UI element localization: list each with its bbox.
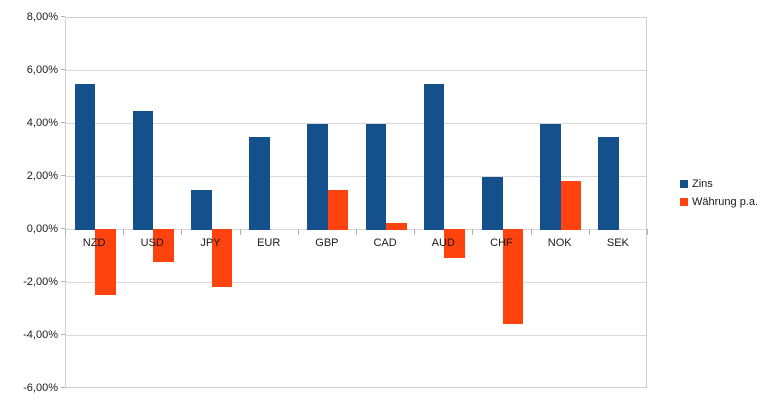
legend: Zins Währung p.a. (680, 177, 758, 213)
bar-waehrung-AUD (444, 229, 465, 259)
x-category-label: JPY (200, 237, 221, 249)
legend-label-zins: Zins (692, 178, 713, 190)
x-tick (298, 229, 299, 235)
y-tick-label: -4,00% (23, 329, 58, 341)
bar-zins-CAD (365, 124, 387, 230)
x-category-label: AUD (431, 237, 455, 249)
y-tick (61, 122, 65, 123)
bar-zins-JPY (191, 190, 212, 230)
x-tick (531, 229, 532, 235)
bar-waehrung-CAD (386, 223, 407, 230)
x-tick (472, 229, 473, 235)
y-tick (61, 281, 65, 282)
bar-zins-SEK (598, 137, 619, 230)
y-tick-label: 0,00% (26, 223, 58, 235)
x-tick (181, 229, 182, 235)
legend-swatch-waehrung (680, 198, 688, 206)
x-tick (65, 229, 66, 235)
bar-waehrung-NZD (95, 229, 116, 296)
x-category-label: USD (140, 237, 164, 249)
y-tick (61, 69, 65, 70)
bar-waehrung-USD (153, 229, 174, 263)
bar-zins-NZD (74, 84, 96, 230)
y-tick-label: 6,00% (26, 64, 58, 76)
bar-waehrung-CHF (502, 229, 523, 325)
y-tick (61, 175, 65, 176)
x-tick (356, 229, 357, 235)
x-category-label: CHF (490, 237, 513, 249)
x-tick (240, 229, 241, 235)
gridline (66, 282, 646, 283)
x-tick (414, 229, 415, 235)
bar-zins-NOK (540, 124, 561, 230)
legend-label-waehrung: Währung p.a. (692, 196, 759, 208)
y-tick-label: -6,00% (23, 382, 58, 394)
x-category-label: SEK (606, 237, 629, 249)
y-tick-label: 2,00% (26, 170, 58, 182)
x-tick (589, 229, 590, 235)
bar-waehrung-NOK (560, 180, 582, 230)
x-tick (647, 229, 648, 235)
y-tick (61, 16, 65, 17)
bar-zins-USD (132, 110, 154, 230)
y-tick (61, 334, 65, 335)
bar-waehrung-JPY (211, 229, 232, 288)
bar-waehrung-GBP (327, 190, 349, 230)
x-category-label: CAD (373, 237, 397, 249)
gridline (66, 70, 646, 71)
bar-zins-AUD (423, 84, 445, 230)
x-category-label: GBP (315, 237, 339, 249)
y-tick (61, 228, 65, 229)
y-tick-label: 8,00% (26, 11, 58, 23)
gridline (66, 335, 646, 336)
legend-swatch-zins (680, 180, 688, 188)
legend-item-waehrung: Währung p.a. (680, 195, 758, 209)
y-tick-label: -2,00% (23, 276, 58, 288)
legend-item-zins: Zins (680, 177, 758, 191)
x-tick (123, 229, 124, 235)
y-tick (61, 387, 65, 388)
gridline (66, 123, 646, 124)
bar-zins-EUR (249, 137, 270, 230)
gridline (66, 176, 646, 177)
x-category-label: EUR (257, 237, 281, 249)
bar-zins-CHF (482, 177, 503, 230)
bar-zins-GBP (307, 124, 328, 230)
x-category-label: NOK (547, 237, 572, 249)
x-category-label: NZD (82, 237, 106, 249)
y-tick-label: 4,00% (26, 117, 58, 129)
plot-area (65, 17, 647, 388)
